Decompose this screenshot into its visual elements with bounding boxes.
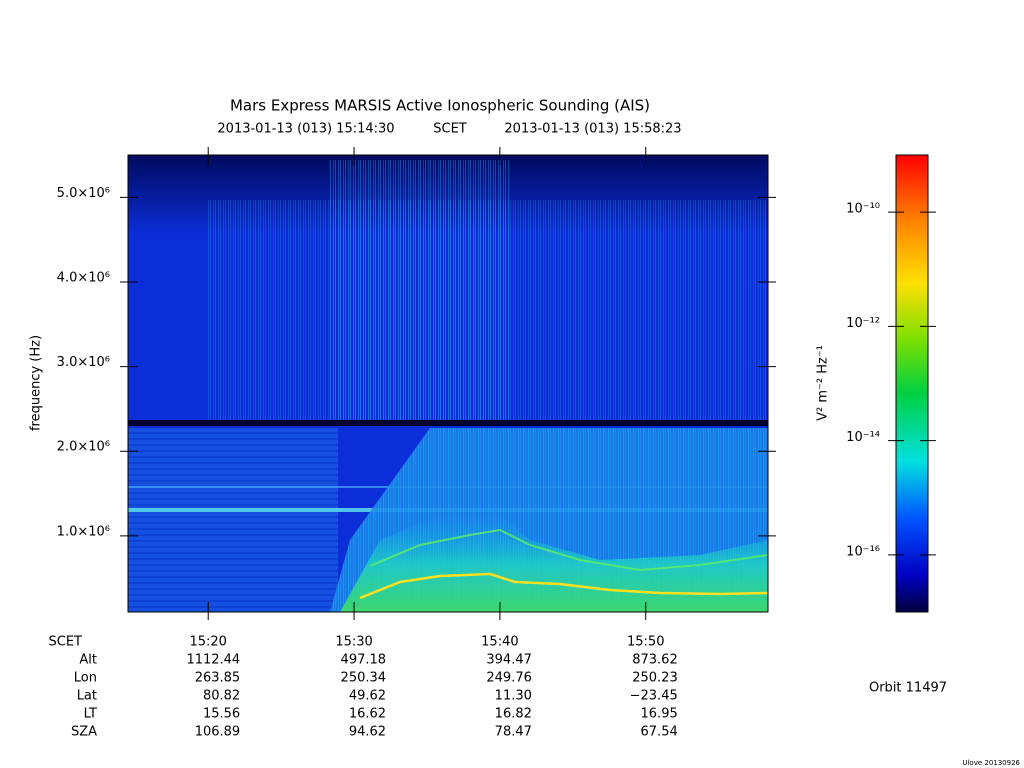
ephemeris-value: 1112.44 — [186, 653, 240, 668]
colorbar-tick-label: 10⁻¹⁰ — [846, 202, 880, 217]
colorbar-frame — [895, 154, 929, 613]
ephemeris-label: LT — [84, 707, 97, 722]
ephemeris-value: 263.85 — [195, 671, 241, 686]
ephemeris-value: 873.62 — [632, 653, 678, 668]
ephemeris-value: 16.62 — [349, 707, 386, 722]
x-tick-label: 15:40 — [481, 635, 518, 650]
ephemeris-value: 78.47 — [495, 725, 532, 740]
x-tick-label: 15:50 — [627, 635, 664, 650]
ephemeris-label: Lon — [74, 671, 97, 686]
ephemeris-value: 16.82 — [495, 707, 532, 722]
colorbar — [896, 155, 928, 612]
start-time: 2013-01-13 (013) 15:14:30 — [217, 122, 394, 137]
chart-title: Mars Express MARSIS Active Ionospheric S… — [230, 97, 650, 115]
spectrogram-image — [128, 155, 768, 612]
ephemeris-label: Alt — [79, 653, 97, 668]
y-tick-label: 1.0×10⁶ — [57, 524, 110, 539]
y-tick-label: 4.0×10⁶ — [57, 270, 110, 285]
plot-frame — [127, 154, 769, 613]
ephemeris-label: Lat — [77, 689, 97, 704]
ephemeris-label: SZA — [71, 725, 97, 740]
ephemeris-value: 80.82 — [203, 689, 240, 704]
x-axis-title: SCET — [433, 122, 467, 137]
x-tick-label: 15:20 — [189, 635, 226, 650]
ephemeris-value: 49.62 — [349, 689, 386, 704]
orbit-label: Orbit 11497 — [869, 681, 947, 696]
y-tick-label: 5.0×10⁶ — [57, 186, 110, 201]
ephemeris-label: SCET — [49, 635, 83, 650]
ephemeris-value: 94.62 — [349, 725, 386, 740]
ephemeris-value: 67.54 — [641, 725, 678, 740]
colorbar-title: V² m⁻² Hz⁻¹ — [816, 345, 831, 421]
colorbar-tick-label: 10⁻¹⁶ — [846, 544, 880, 559]
ephemeris-value: 106.89 — [195, 725, 241, 740]
footer: Ulove 20130926 — [962, 759, 1020, 767]
colorbar-tick-label: 10⁻¹² — [846, 316, 880, 331]
ephemeris-value: 11.30 — [495, 689, 532, 704]
ephemeris-value: 250.34 — [341, 671, 387, 686]
end-time: 2013-01-13 (013) 15:58:23 — [504, 122, 681, 137]
ephemeris-value: 394.47 — [486, 653, 532, 668]
ephemeris-value: 497.18 — [341, 653, 387, 668]
ephemeris-value: 249.76 — [486, 671, 532, 686]
y-tick-label: 2.0×10⁶ — [57, 440, 110, 455]
x-tick-label: 15:30 — [335, 635, 372, 650]
y-tick-label: 3.0×10⁶ — [57, 355, 110, 370]
ephemeris-value: 250.23 — [632, 671, 678, 686]
ephemeris-value: 16.95 — [641, 707, 678, 722]
colorbar-tick-label: 10⁻¹⁴ — [846, 430, 880, 445]
ephemeris-value: −23.45 — [630, 689, 678, 704]
y-axis-title: frequency (Hz) — [29, 335, 44, 431]
ephemeris-value: 15.56 — [203, 707, 240, 722]
